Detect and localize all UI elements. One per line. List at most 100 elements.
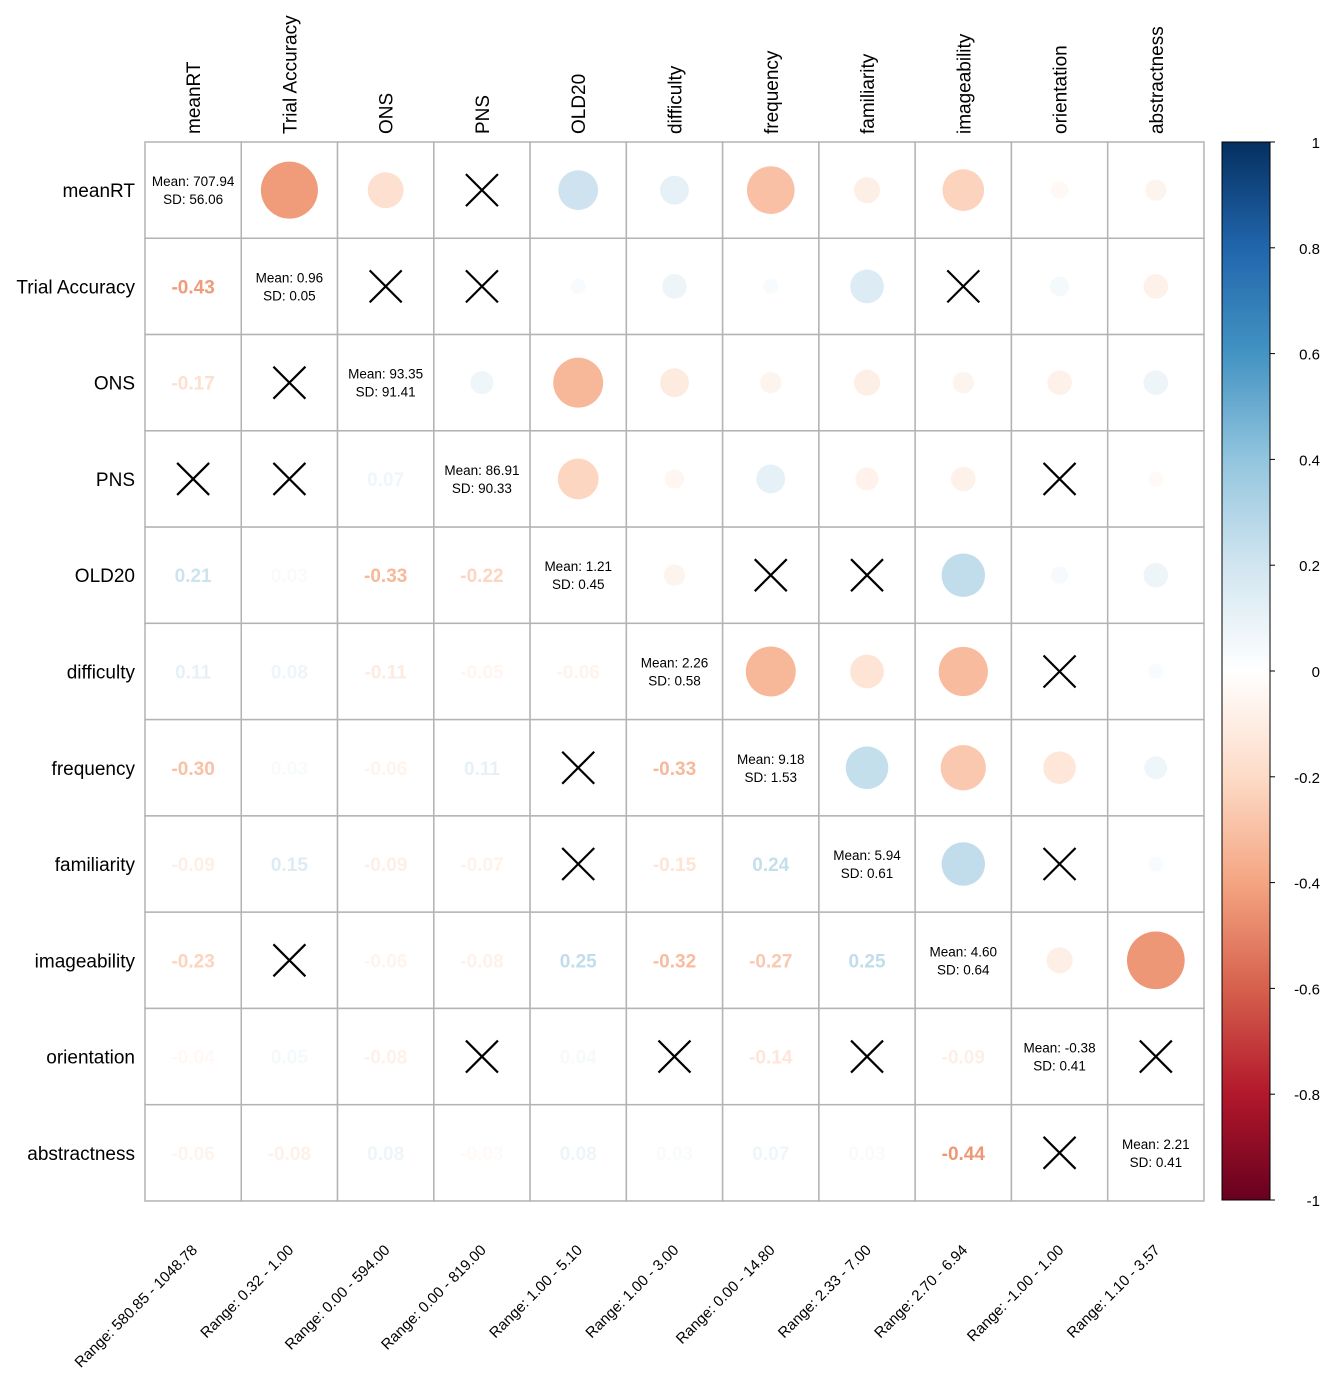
nonsignificant-cross bbox=[465, 269, 499, 304]
correlation-circle bbox=[1143, 274, 1169, 299]
diagonal-sd: SD: 0.45 bbox=[552, 577, 605, 592]
colorbar-gradient bbox=[1221, 141, 1271, 1201]
grid-cell bbox=[529, 1007, 628, 1106]
grid-cell bbox=[1106, 237, 1205, 336]
grid-cell bbox=[336, 1103, 435, 1202]
range-label: Range: 1.10 - 3.57 bbox=[1064, 1242, 1164, 1342]
correlation-value-label: -0.30 bbox=[171, 759, 214, 780]
range-label: Range: 0.00 - 14.80 bbox=[673, 1242, 779, 1348]
correlation-value-label: -0.23 bbox=[171, 951, 214, 972]
diagonal-mean: Mean: 0.96 bbox=[256, 270, 324, 285]
colorbar-tick-label: 0.4 bbox=[1299, 452, 1320, 469]
correlation-circle bbox=[570, 278, 586, 294]
column-label: abstractness bbox=[1147, 26, 1168, 134]
grid-cell bbox=[144, 718, 243, 817]
grid-cell bbox=[144, 1103, 243, 1202]
nonsignificant-cross bbox=[1139, 1039, 1173, 1074]
nonsignificant-cross bbox=[272, 365, 307, 400]
grid-cell bbox=[240, 526, 339, 625]
correlation-circle bbox=[850, 654, 884, 689]
diagonal-mean: Mean: 9.18 bbox=[737, 752, 805, 767]
diagonal-sd: SD: 0.41 bbox=[1130, 1155, 1183, 1170]
grid-cell bbox=[625, 430, 724, 528]
nonsignificant-cross bbox=[1042, 1136, 1077, 1170]
nonsignificant-cross bbox=[1042, 847, 1077, 881]
range-label: Range: 580.85 - 1048.78 bbox=[72, 1242, 201, 1371]
correlation-circle bbox=[1143, 562, 1169, 588]
correlation-circle bbox=[950, 466, 976, 492]
colorbar-tick-label: -0.6 bbox=[1294, 981, 1320, 998]
range-label: Range: 0.00 - 594.00 bbox=[282, 1242, 394, 1354]
nonsignificant-cross bbox=[753, 558, 788, 592]
row-label: meanRT bbox=[62, 181, 135, 202]
grid-cell bbox=[625, 622, 724, 721]
grid-cell bbox=[240, 1103, 339, 1202]
grid-cell bbox=[144, 622, 243, 721]
correlation-circle bbox=[558, 170, 599, 211]
diagonal-sd: SD: 0.58 bbox=[648, 673, 701, 688]
colorbar-tick-label: -0.8 bbox=[1294, 1087, 1320, 1104]
row-label: abstractness bbox=[27, 1144, 135, 1165]
nonsignificant-cross bbox=[176, 462, 210, 496]
correlation-value-label: 0.25 bbox=[849, 951, 886, 972]
colorbar-tick-label: -1 bbox=[1307, 1193, 1320, 1210]
grid-cell bbox=[818, 1103, 916, 1202]
correlation-value-label: -0.03 bbox=[460, 1144, 503, 1165]
grid-cell bbox=[818, 815, 916, 913]
correlation-circle bbox=[1050, 566, 1069, 584]
diagonal-sd: SD: 90.33 bbox=[452, 481, 512, 496]
nonsignificant-cross bbox=[368, 269, 403, 304]
correlation-circle bbox=[1143, 370, 1169, 395]
correlation-value-label: -0.07 bbox=[460, 855, 503, 876]
diagonal-sd: SD: 0.41 bbox=[1033, 1059, 1086, 1074]
correlation-value-label: 0.25 bbox=[560, 951, 597, 972]
correlation-value-label: -0.17 bbox=[171, 374, 214, 395]
correlation-value-label: -0.33 bbox=[364, 566, 407, 587]
column-label: difficulty bbox=[665, 65, 686, 134]
grid-cell bbox=[240, 237, 339, 336]
correlation-value-label: -0.05 bbox=[460, 662, 504, 683]
grid-cell bbox=[336, 911, 435, 1010]
row-label: orientation bbox=[46, 1048, 135, 1069]
correlation-value-label: 0.21 bbox=[175, 566, 212, 587]
column-label: familiarity bbox=[858, 53, 879, 134]
correlation-circle bbox=[853, 177, 881, 204]
grid-cell bbox=[433, 718, 531, 817]
correlation-circle bbox=[260, 161, 318, 219]
diagonal-mean: Mean: 2.21 bbox=[1122, 1137, 1190, 1152]
grid-cell bbox=[914, 1007, 1013, 1106]
grid-cell bbox=[336, 718, 435, 817]
grid-cell bbox=[144, 141, 243, 240]
correlation-value-label: -0.09 bbox=[364, 855, 407, 876]
correlation-circle bbox=[662, 274, 687, 299]
grid-cell bbox=[433, 526, 531, 625]
diagonal-sd: SD: 0.05 bbox=[263, 288, 316, 303]
row-label: PNS bbox=[96, 470, 135, 491]
grid-cell bbox=[625, 1103, 724, 1202]
correlation-value-label: 0.04 bbox=[560, 1048, 597, 1069]
grid-cell bbox=[625, 815, 724, 913]
row-label: OLD20 bbox=[75, 566, 135, 587]
grid-cell bbox=[529, 526, 628, 625]
colorbar-tick-label: -0.4 bbox=[1294, 876, 1320, 893]
correlation-value-label: 0.11 bbox=[464, 759, 500, 780]
column-label: imageability bbox=[954, 33, 975, 134]
grid-cell bbox=[721, 718, 820, 817]
correlation-value-label: 0.03 bbox=[271, 566, 308, 587]
correlation-circle bbox=[553, 357, 604, 408]
diagonal-sd: SD: 1.53 bbox=[744, 770, 797, 785]
grid-cell bbox=[336, 237, 435, 336]
correlation-value-label: -0.43 bbox=[171, 277, 214, 298]
correlation-value-label: -0.09 bbox=[171, 855, 214, 876]
colorbar-tick-label: 0.2 bbox=[1299, 558, 1320, 575]
column-label: meanRT bbox=[184, 61, 205, 134]
nonsignificant-cross bbox=[1042, 654, 1077, 689]
correlation-circle bbox=[746, 166, 795, 214]
colorbar-tick-label: 1 bbox=[1312, 135, 1320, 152]
range-label: Range: 1.00 - 3.00 bbox=[582, 1242, 682, 1342]
correlation-value-label: 0.11 bbox=[175, 662, 211, 683]
correlation-circle bbox=[941, 842, 986, 886]
row-label: difficulty bbox=[67, 662, 136, 683]
colorbar: 1 0.8 0.6 0.4 0.2 0 -0.2 -0.4 -0.6 -0.8 -1 bbox=[1221, 135, 1320, 1210]
correlation-value-label: -0.14 bbox=[749, 1048, 793, 1069]
